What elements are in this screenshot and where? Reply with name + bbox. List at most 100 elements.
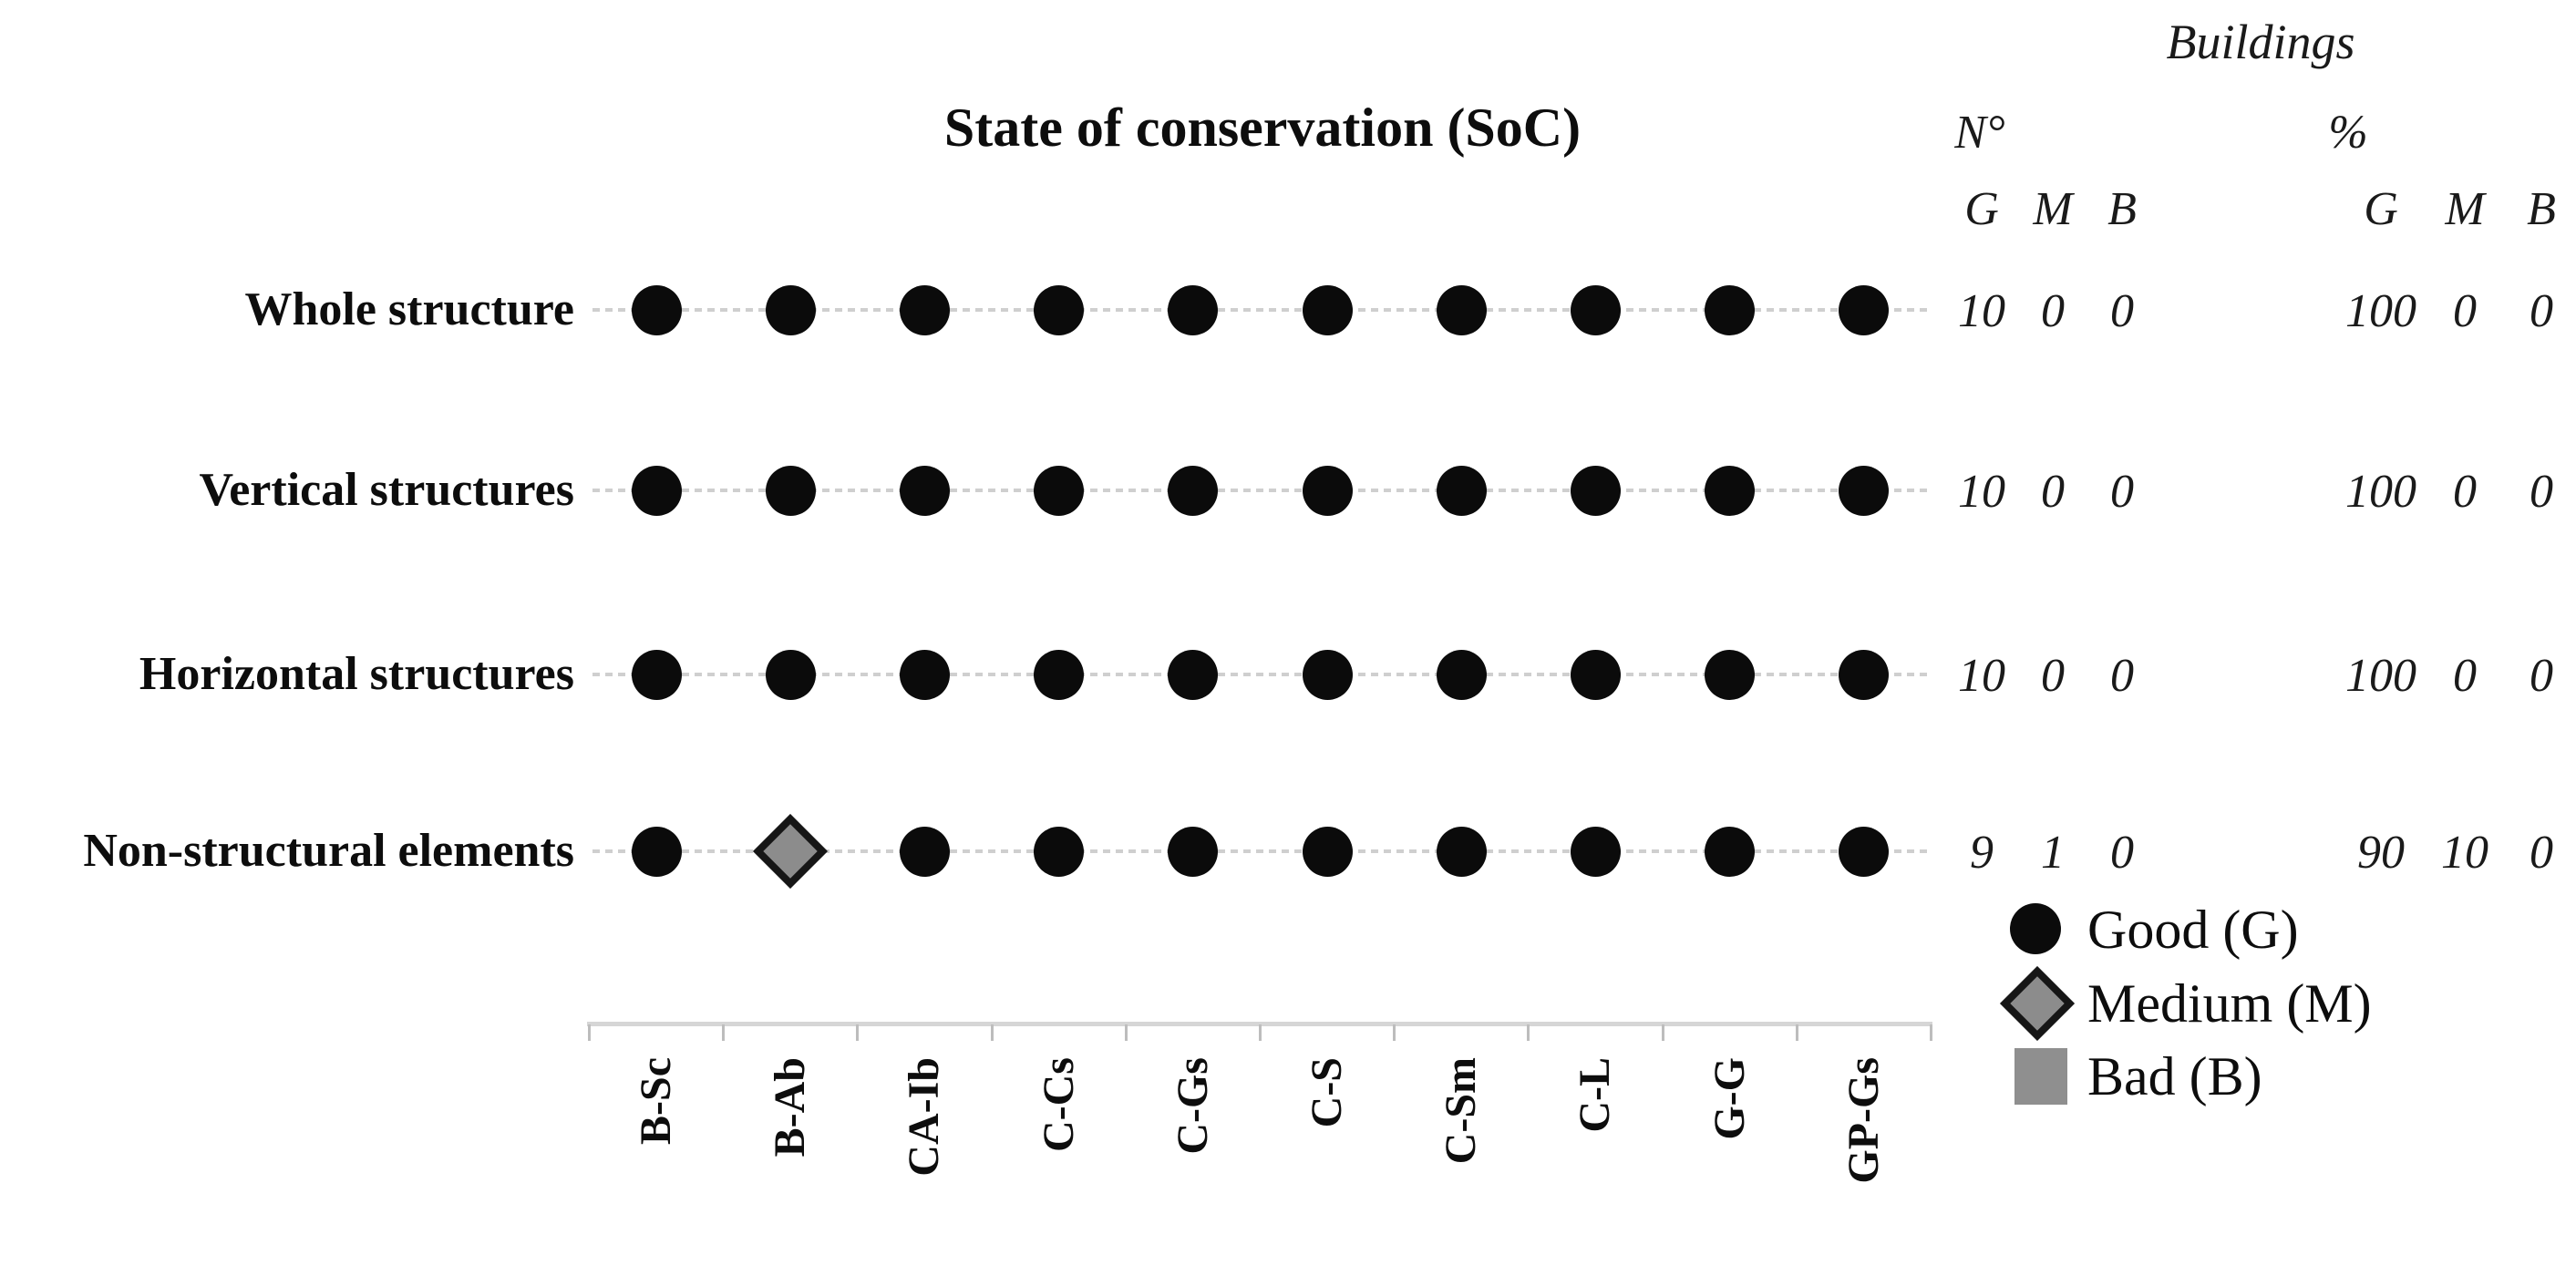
marker-good-circle [1839, 649, 1890, 700]
row-label: Whole structure [244, 283, 574, 335]
x-axis-tick [1527, 1024, 1530, 1041]
row-label: Vertical structures [199, 464, 574, 516]
percent-value-g: 100 [2345, 650, 2416, 702]
x-axis-label: B-Sc [632, 1057, 680, 1145]
x-axis-tick [856, 1024, 860, 1041]
x-axis-label: C-Cs [1034, 1057, 1083, 1152]
marker-good-circle [899, 826, 950, 877]
row-label: Non-structural elements [83, 825, 574, 877]
marker-good-circle [1168, 284, 1219, 335]
x-axis-tick [722, 1024, 726, 1041]
count-value-b: 0 [2110, 650, 2134, 702]
percent-value-m: 0 [2453, 285, 2477, 337]
marker-good-circle [1839, 826, 1890, 877]
count-value-g: 9 [1970, 827, 1994, 879]
row-line [592, 849, 1931, 853]
gmb-header-count-m: M [2033, 183, 2073, 235]
x-axis-label: CA-Ib [900, 1057, 949, 1177]
marker-good-circle [1302, 284, 1353, 335]
chart-title: State of conservation (SoC) [943, 98, 1582, 158]
count-value-b: 0 [2110, 285, 2134, 337]
percent-header: % [2328, 107, 2368, 159]
gmb-header-percent-b: B [2527, 183, 2556, 235]
marker-good-circle [1436, 284, 1487, 335]
marker-good-circle [1705, 465, 1756, 516]
marker-good-circle [1034, 284, 1085, 335]
legend-medium-diamond-icon [1999, 965, 2076, 1042]
x-axis-tick [1795, 1024, 1798, 1041]
marker-good-circle [1570, 649, 1621, 700]
x-axis-tick [1124, 1024, 1128, 1041]
marker-good-circle [1168, 649, 1219, 700]
marker-good-circle [1302, 826, 1353, 877]
row-line [592, 489, 1931, 492]
count-header: N° [1954, 107, 2005, 159]
count-value-m: 0 [2041, 466, 2065, 518]
x-axis-label: C-S [1303, 1057, 1351, 1128]
row-label: Horizontal structures [139, 648, 574, 700]
marker-good-circle [1839, 284, 1890, 335]
count-value-m: 0 [2041, 650, 2065, 702]
legend-good-label: Good (G) [2087, 900, 2299, 960]
x-axis-label: GP-Gs [1839, 1057, 1888, 1184]
gmb-header-percent-g: G [2364, 183, 2398, 235]
x-axis-tick [587, 1024, 591, 1041]
marker-good-circle [1034, 465, 1085, 516]
gmb-header-count-b: B [2107, 183, 2137, 235]
count-value-m: 0 [2041, 285, 2065, 337]
marker-good-circle [1436, 649, 1487, 700]
percent-value-b: 0 [2530, 466, 2553, 518]
x-axis-label: C-Sm [1437, 1057, 1486, 1165]
percent-value-g: 100 [2345, 466, 2416, 518]
marker-good-circle [631, 649, 682, 700]
count-value-g: 10 [1958, 650, 2005, 702]
legend-medium-label: Medium (M) [2087, 973, 2372, 1034]
percent-value-m: 10 [2441, 827, 2488, 879]
marker-good-circle [1570, 465, 1621, 516]
marker-good-circle [631, 465, 682, 516]
marker-medium-diamond [753, 813, 829, 890]
x-axis-line [587, 1022, 1933, 1026]
buildings-header: Buildings [2166, 15, 2355, 69]
percent-value-b: 0 [2530, 650, 2553, 702]
x-axis-label: B-Ab [766, 1057, 815, 1158]
marker-good-circle [1302, 649, 1353, 700]
gmb-header-percent-m: M [2445, 183, 2485, 235]
x-axis-label: C-L [1571, 1057, 1620, 1133]
marker-good-circle [1705, 826, 1756, 877]
legend-bad-label: Bad (B) [2087, 1046, 2262, 1106]
row-line [592, 308, 1931, 312]
row-line [592, 673, 1931, 676]
x-axis-label: G-G [1705, 1057, 1754, 1140]
count-value-m: 1 [2041, 827, 2065, 879]
count-value-g: 10 [1958, 285, 2005, 337]
marker-good-circle [1436, 465, 1487, 516]
marker-good-circle [631, 826, 682, 877]
x-axis-tick [1661, 1024, 1664, 1041]
x-axis-tick [1258, 1024, 1262, 1041]
marker-good-circle [1168, 826, 1219, 877]
x-axis-tick [1393, 1024, 1396, 1041]
x-axis-tick [990, 1024, 994, 1041]
marker-good-circle [1034, 649, 1085, 700]
marker-good-circle [1839, 465, 1890, 516]
percent-value-b: 0 [2530, 827, 2553, 879]
marker-good-circle [1570, 826, 1621, 877]
gmb-header-count-g: G [1964, 183, 1999, 235]
marker-good-circle [1705, 284, 1756, 335]
marker-good-circle [1570, 284, 1621, 335]
marker-good-circle [1705, 649, 1756, 700]
legend-good-circle-icon [2010, 903, 2061, 954]
marker-good-circle [899, 649, 950, 700]
figure-canvas: { "title": "State of conservation (SoC)"… [83, 15, 2556, 1184]
marker-good-circle [899, 284, 950, 335]
marker-good-circle [765, 284, 816, 335]
percent-value-m: 0 [2453, 650, 2477, 702]
marker-good-circle [1302, 465, 1353, 516]
x-axis-label: C-Gs [1168, 1057, 1217, 1155]
x-axis-tick [1929, 1024, 1932, 1041]
percent-value-b: 0 [2530, 285, 2553, 337]
marker-good-circle [1436, 826, 1487, 877]
count-value-g: 10 [1958, 466, 2005, 518]
marker-good-circle [765, 465, 816, 516]
